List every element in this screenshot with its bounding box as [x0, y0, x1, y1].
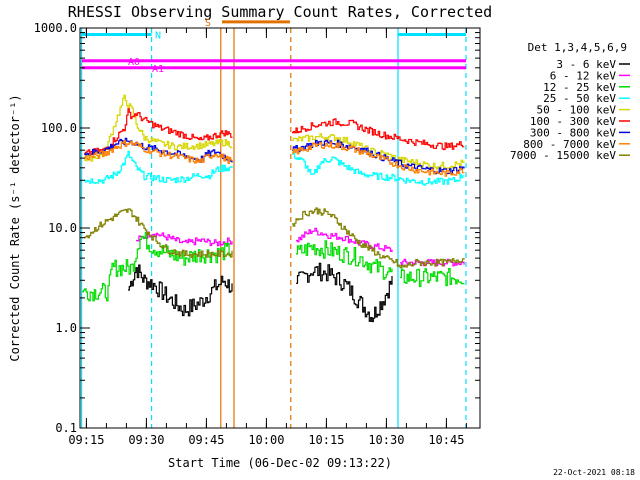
- series-line-2-seg-2: [400, 268, 465, 288]
- y-tick-label-1: 1.0: [55, 321, 77, 335]
- legend-label-5: 100 - 300 keV: [530, 115, 616, 128]
- y-tick-label-2: 10.0: [48, 221, 77, 235]
- x-tick-label-5: 10:30: [368, 433, 404, 447]
- flag-label-0: N: [155, 31, 161, 42]
- series-line-7-seg-0: [84, 140, 233, 164]
- flag-label-1: S: [205, 18, 211, 29]
- x-tick-label-6: 10:45: [428, 433, 464, 447]
- x-axis: 09:15 09:30 09:45 10:00 10:15 10:30 10:45: [68, 28, 467, 447]
- x-tick-label-4: 10:15: [308, 433, 344, 447]
- series-line-0-seg-0: [128, 264, 233, 317]
- series-line-8-seg-0: [84, 208, 233, 258]
- flag-label-2: A0: [128, 57, 140, 68]
- x-axis-label: Start Time (06-Dec-02 09:13:22): [168, 456, 392, 470]
- series-line-2-seg-1: [296, 240, 393, 280]
- legend-title: Det 1,3,4,5,6,9: [528, 41, 627, 54]
- chart-title: RHESSI Observing Summary Count Rates, Co…: [68, 3, 492, 21]
- legend-label-4: 50 - 100 keV: [537, 104, 617, 117]
- series-line-1-seg-0: [136, 231, 233, 247]
- series-line-1-seg-1: [296, 227, 393, 252]
- legend-label-8: 7000 - 15000 keV: [510, 149, 616, 162]
- legend-label-0: 3 - 6 keV: [556, 58, 616, 71]
- y-axis-label: Corrected Count Rate (s⁻¹ detector⁻¹): [8, 94, 22, 361]
- y-tick-label-4: 1000.0: [34, 21, 77, 35]
- legend-label-6: 300 - 800 keV: [530, 126, 616, 139]
- series-line-5-seg-1: [292, 118, 465, 151]
- y-axis: 0.1 1.0 10.0 100.0 1000.0: [34, 21, 480, 435]
- series-line-3-seg-0: [84, 150, 233, 184]
- series-line-3-seg-1: [292, 151, 465, 186]
- y-tick-label-0: 0.1: [55, 421, 77, 435]
- legend-label-2: 12 - 25 keV: [543, 81, 616, 94]
- y-tick-label-3: 100.0: [41, 121, 77, 135]
- series-line-0-seg-1: [296, 262, 393, 323]
- legend-label-1: 6 - 12 keV: [550, 69, 617, 82]
- legend-label-7: 800 - 7000 keV: [523, 138, 616, 151]
- x-tick-label-0: 09:15: [68, 433, 104, 447]
- plot-frame: [79, 27, 481, 429]
- x-tick-label-1: 09:30: [128, 433, 164, 447]
- series-line-4-seg-1: [292, 133, 465, 170]
- x-tick-label-2: 09:45: [188, 433, 224, 447]
- series-line-8-seg-1: [292, 207, 465, 269]
- flag-label-3: A1: [152, 64, 164, 75]
- x-tick-label-3: 10:00: [248, 433, 284, 447]
- footer-timestamp: 22-Oct-2021 08:18: [553, 468, 635, 477]
- series-line-4-seg-0: [84, 94, 233, 162]
- legend-label-3: 25 - 50 keV: [543, 92, 616, 105]
- series-line-7-seg-1: [292, 141, 465, 177]
- series-line-1-seg-2: [400, 258, 465, 267]
